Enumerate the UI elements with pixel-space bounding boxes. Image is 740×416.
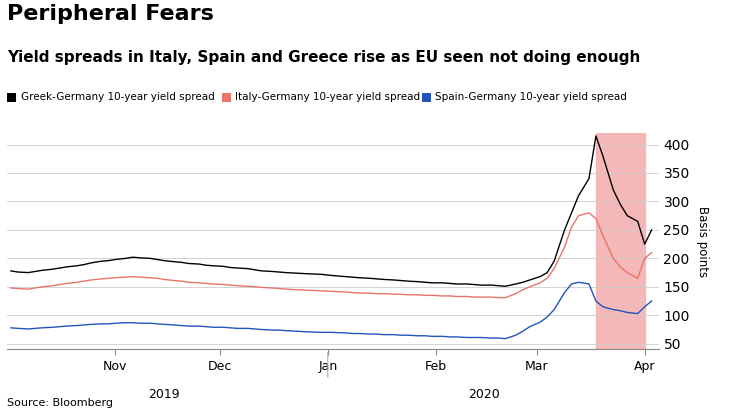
Text: Greek-Germany 10-year yield spread: Greek-Germany 10-year yield spread (21, 92, 215, 102)
Y-axis label: Basis points: Basis points (696, 206, 709, 277)
Bar (596, 133, 645, 349)
Text: 2020: 2020 (468, 388, 500, 401)
Text: 2019: 2019 (148, 388, 180, 401)
Text: Peripheral Fears: Peripheral Fears (7, 4, 215, 24)
Text: Yield spreads in Italy, Spain and Greece rise as EU seen not doing enough: Yield spreads in Italy, Spain and Greece… (7, 50, 641, 65)
Text: Italy-Germany 10-year yield spread: Italy-Germany 10-year yield spread (235, 92, 420, 102)
Text: Source: Bloomberg: Source: Bloomberg (7, 398, 113, 408)
Text: Spain-Germany 10-year yield spread: Spain-Germany 10-year yield spread (435, 92, 627, 102)
